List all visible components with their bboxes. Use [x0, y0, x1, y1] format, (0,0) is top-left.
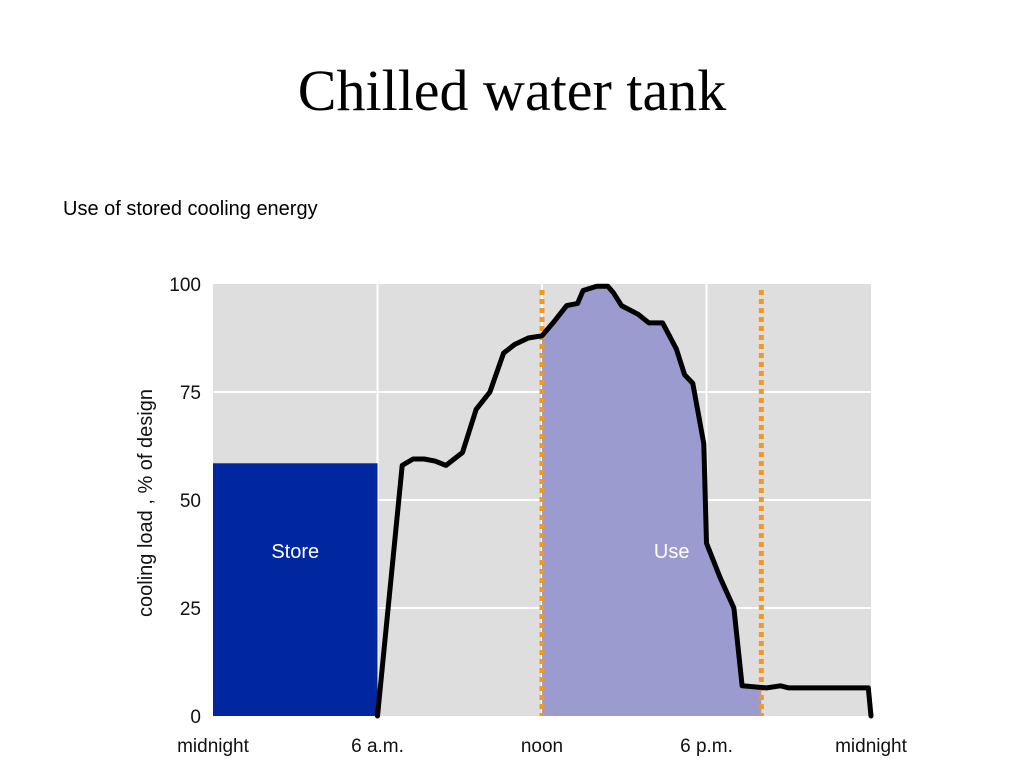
slide-subtitle: Use of stored cooling energy — [63, 198, 318, 220]
x-tick-label: noon — [521, 736, 563, 757]
region-label-use: Use — [654, 541, 690, 563]
y-axis-label: cooling load , % of design — [135, 389, 157, 617]
x-tick-label: 6 p.m. — [680, 736, 733, 757]
y-tick-labels: 0 25 50 75 100 — [169, 275, 201, 728]
x-tick-label: midnight — [177, 736, 250, 757]
x-tick-labels: midnight 6 a.m. noon 6 p.m. midnight — [177, 736, 908, 757]
region-store — [213, 463, 378, 716]
y-tick-label: 100 — [169, 275, 201, 296]
region-labels: Store Use — [271, 541, 689, 563]
reference-lines — [539, 290, 764, 716]
y-tick-label: 75 — [180, 383, 201, 404]
y-tick-label: 25 — [180, 599, 201, 620]
y-tick-label: 50 — [180, 491, 201, 512]
x-tick-label: 6 a.m. — [351, 736, 404, 757]
region-use — [542, 286, 762, 716]
region-label-store: Store — [271, 541, 319, 563]
cooling-load-curve — [375, 283, 874, 719]
shaded-regions — [213, 286, 762, 716]
x-tick-label: midnight — [835, 736, 908, 757]
slide-title: Chilled water tank — [297, 58, 727, 123]
y-tick-label: 0 — [190, 707, 201, 728]
